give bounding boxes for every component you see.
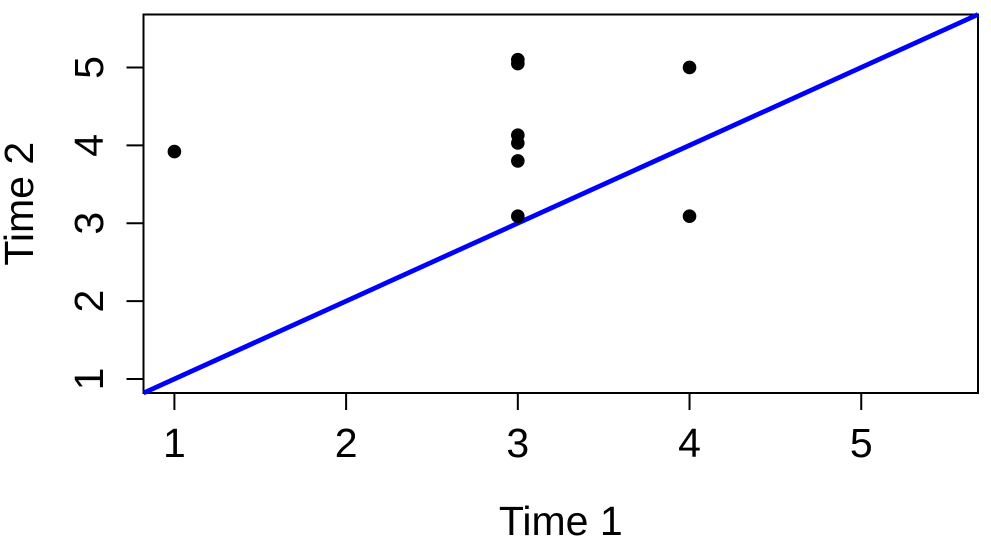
- x-tick-label: 3: [506, 420, 529, 466]
- x-tick-label: 4: [678, 420, 701, 466]
- data-point: [511, 154, 525, 168]
- data-point: [167, 144, 182, 159]
- y-tick-label: 5: [66, 56, 112, 79]
- data-point: [511, 136, 525, 150]
- y-tick-label: 4: [66, 134, 112, 157]
- x-tick-label: 2: [335, 420, 358, 466]
- data-point: [511, 209, 525, 224]
- x-axis-label: Time 1: [499, 498, 623, 539]
- y-tick-label: 3: [66, 212, 112, 235]
- y-tick-label: 2: [66, 290, 112, 313]
- data-point: [682, 209, 697, 224]
- x-tick-label: 1: [163, 420, 186, 466]
- plot-box: [142, 13, 979, 394]
- y-axis-label: Time 2: [0, 142, 42, 266]
- data-point: [511, 56, 525, 71]
- y-tick-label: 1: [66, 368, 112, 391]
- identity-line: [142, 12, 979, 396]
- data-point: [682, 60, 697, 75]
- x-tick-label: 5: [850, 420, 873, 466]
